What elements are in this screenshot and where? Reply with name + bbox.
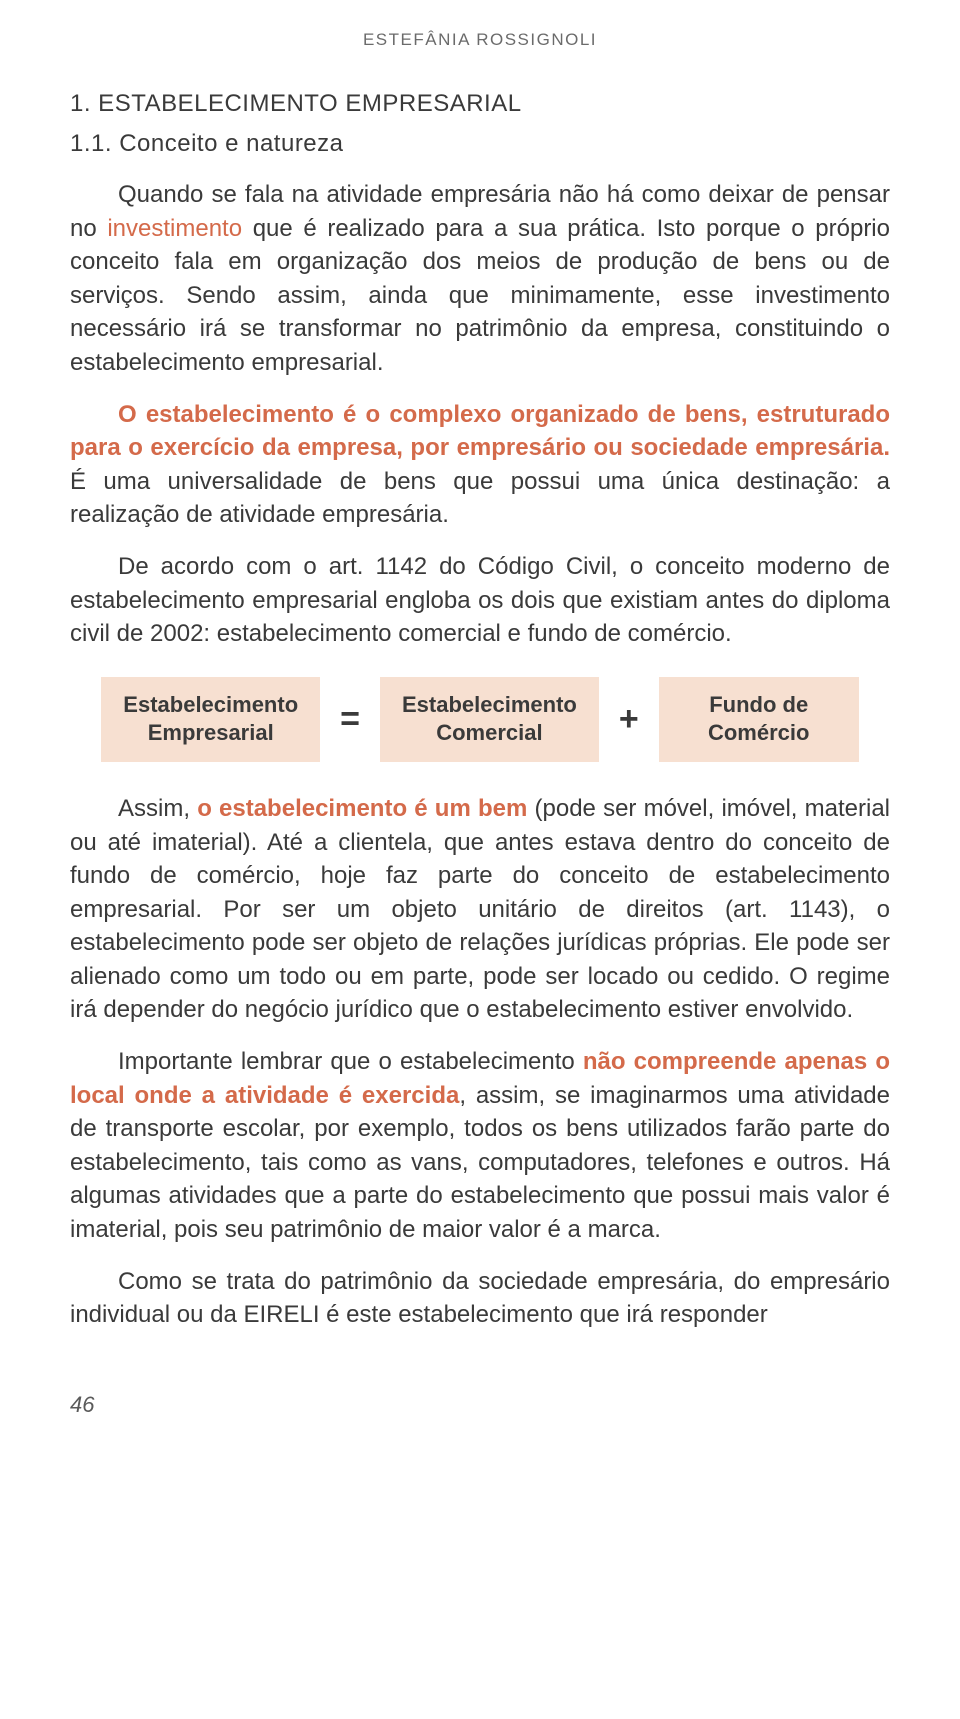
paragraph-3: De acordo com o art. 1142 do Código Civi… <box>70 550 890 651</box>
equation-box-1: Estabelecimento Empresarial <box>101 677 320 762</box>
paragraph-4: Assim, o estabelecimento é um bem (pode … <box>70 792 890 1027</box>
box-line-2: Comercial <box>436 720 542 745</box>
equation-box-3: Fundo de Comércio <box>659 677 859 762</box>
box-line-1: Estabelecimento <box>123 692 298 717</box>
accent-bold-text: O estabelecimento é o complexo organizad… <box>70 401 890 462</box>
paragraph-6: Como se trata do patrimônio da sociedade… <box>70 1265 890 1332</box>
equation-row: Estabelecimento Empresarial = Estabeleci… <box>70 677 890 762</box>
paragraph-1: Quando se fala na atividade empresária n… <box>70 178 890 380</box>
text: Assim, <box>118 795 197 822</box>
text: (pode ser móvel, imóvel, material ou até… <box>70 795 890 1024</box>
box-line-2: Empresarial <box>148 720 274 745</box>
text: É uma universalidade de bens que possui … <box>70 468 890 529</box>
paragraph-2: O estabelecimento é o complexo organizad… <box>70 398 890 532</box>
section-heading: 1. ESTABELECIMENTO EMPRESARIAL <box>70 90 890 118</box>
box-line-1: Fundo de <box>709 692 808 717</box>
equation-box-2: Estabelecimento Comercial <box>380 677 599 762</box>
text: Importante lembrar que o estabelecimento <box>118 1048 583 1075</box>
accent-bold-text: o estabelecimento é um bem <box>197 795 527 822</box>
box-line-2: Comércio <box>708 720 809 745</box>
accent-text: investimento <box>107 215 242 242</box>
box-line-1: Estabelecimento <box>402 692 577 717</box>
paragraph-5: Importante lembrar que o estabelecimento… <box>70 1045 890 1247</box>
author-name: ESTEFÂNIA ROSSIGNOLI <box>70 30 890 50</box>
equals-operator: = <box>340 700 360 739</box>
subsection-heading: 1.1. Conceito e natureza <box>70 130 890 158</box>
page-number: 46 <box>70 1392 890 1418</box>
plus-operator: + <box>619 700 639 739</box>
